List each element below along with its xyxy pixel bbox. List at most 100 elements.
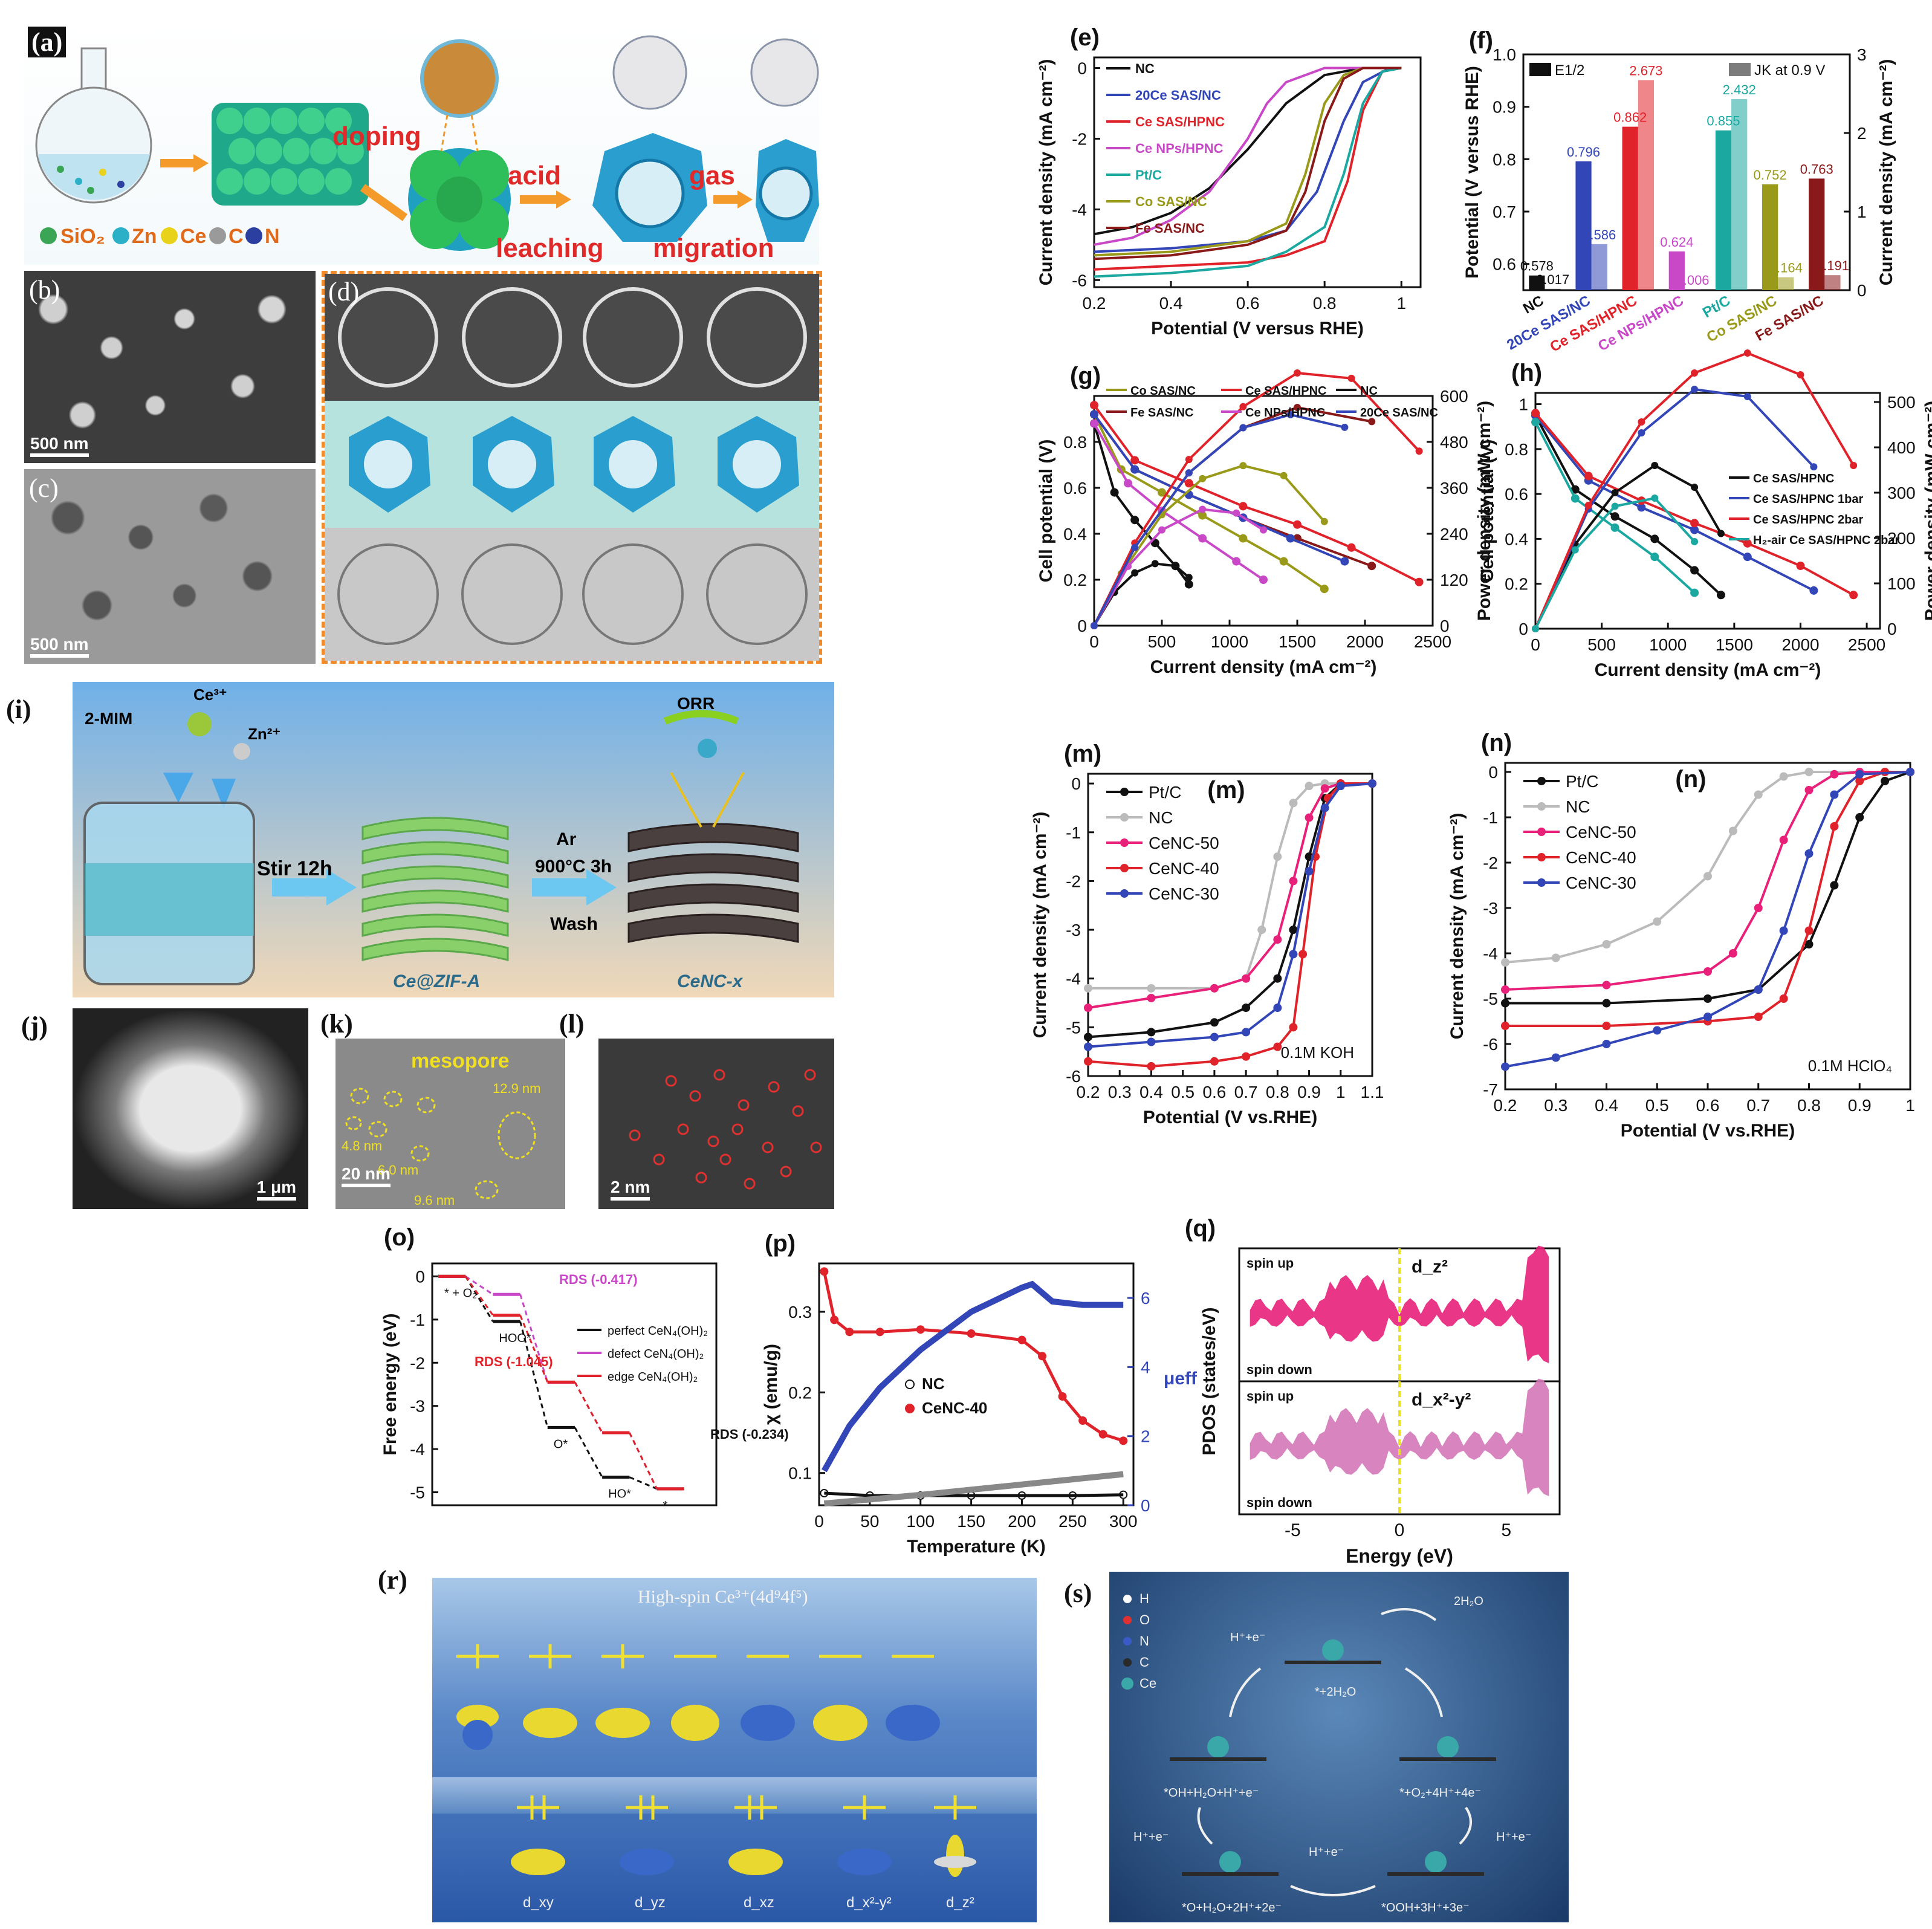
data-point xyxy=(1147,993,1156,1002)
svg-text:Stir 12h: Stir 12h xyxy=(257,857,332,880)
series-line xyxy=(1094,66,1402,253)
ce-zif-stack xyxy=(361,817,509,961)
data-point xyxy=(1779,926,1788,935)
step-label: HOO* xyxy=(499,1332,531,1345)
data-point xyxy=(1242,1028,1251,1037)
svg-text:migration: migration xyxy=(653,233,774,263)
legend-entry: CeNC-40 xyxy=(1149,859,1219,878)
svg-text:Wash: Wash xyxy=(550,914,598,934)
bar-jk xyxy=(1731,99,1748,290)
data-point xyxy=(1754,904,1763,912)
legend-swatch xyxy=(1729,63,1751,76)
panel-k-image: mesopore 12.9 nm 4.8 nm 6.0 nm 9.6 nm 20… xyxy=(336,1039,565,1209)
power-curve xyxy=(1093,464,1326,626)
x-tick-label: 0.9 xyxy=(1297,1083,1321,1101)
y2-tick-label: 2 xyxy=(1141,1427,1150,1446)
y-tick-label: 0.7 xyxy=(1493,203,1516,221)
energy-connector xyxy=(628,1432,658,1490)
svg-text:Zn²⁺: Zn²⁺ xyxy=(248,725,280,743)
panel-b-label: (b) xyxy=(29,275,60,305)
legend-entry: Co SAS/NC xyxy=(1135,194,1207,209)
panel-label: (q) xyxy=(1185,1215,1216,1242)
data-point xyxy=(1239,534,1248,543)
series-line xyxy=(1505,771,1911,1005)
y-tick-label: 0 xyxy=(1071,774,1081,793)
x-tick-label: 0.5 xyxy=(1171,1083,1195,1101)
data-point xyxy=(1830,770,1839,779)
x-axis-label: Current density (mA cm⁻²) xyxy=(1595,660,1821,680)
power-point xyxy=(1091,622,1098,629)
series-line xyxy=(1534,414,1815,592)
power-curve xyxy=(1534,351,1855,629)
series-line xyxy=(824,1491,1124,1497)
data-point xyxy=(1501,958,1509,967)
y-tick-label: 0.8 xyxy=(1493,150,1516,169)
x-tick-label: 5 xyxy=(1501,1520,1511,1540)
panel-label: (e) xyxy=(1070,24,1100,51)
data-point xyxy=(1754,790,1763,799)
plot-frame xyxy=(818,1262,1135,1506)
panel-i-label: (i) xyxy=(6,695,31,724)
data-point xyxy=(1158,507,1166,515)
power-point xyxy=(1286,411,1294,419)
panel-d: (d) xyxy=(322,271,822,664)
chart-f: 0.6 0.7 0.8 0.9 1.0 0 1 2 3 Potential (V versus R… xyxy=(1462,27,1896,355)
series-line xyxy=(1088,782,1372,1039)
data-point xyxy=(1257,926,1266,935)
power-point xyxy=(1691,484,1699,491)
plot-frame xyxy=(1504,762,1911,1091)
chart-p: 0 50 100 150 200 250 300 0.1 0.2 0.3 Temperature (… xyxy=(761,1230,1198,1557)
data-label: 0.855 xyxy=(1707,114,1740,129)
svg-text:CeNC-x: CeNC-x xyxy=(677,971,744,991)
y-tick-label: -4 xyxy=(1066,970,1081,988)
power-point xyxy=(1638,418,1645,426)
power-curve xyxy=(1093,562,1190,627)
data-point xyxy=(1804,786,1814,794)
x-tick-label: 1 xyxy=(1336,1083,1346,1101)
data-point xyxy=(1830,790,1839,799)
y-tick-label: 0 xyxy=(1519,620,1528,638)
svg-text:N: N xyxy=(265,225,280,248)
data-point xyxy=(1210,1033,1219,1042)
scale-bar-c: 500 nm xyxy=(30,635,89,658)
data-point xyxy=(1501,1062,1509,1071)
series-line xyxy=(1534,421,1696,594)
x-axis-label: Temperature (K) xyxy=(907,1537,1045,1557)
svg-text:H⁺+e⁻: H⁺+e⁻ xyxy=(1230,1631,1265,1644)
data-point xyxy=(1311,852,1320,861)
data-point xyxy=(1090,410,1098,419)
data-point xyxy=(1531,411,1540,420)
legend-entry: Ce NPs/HPNC xyxy=(1135,141,1224,156)
y2-tick-label: 360 xyxy=(1440,479,1468,498)
data-point xyxy=(1259,575,1268,584)
data-point xyxy=(1273,1003,1282,1013)
data-point xyxy=(1754,985,1763,994)
power-point xyxy=(1110,588,1118,596)
y-tick-label: 0.6 xyxy=(1493,255,1516,274)
mu-eff-curve xyxy=(823,1471,1124,1507)
energy-connector xyxy=(574,1381,603,1433)
x-tick-label: 2500 xyxy=(1848,635,1885,654)
data-point xyxy=(1084,1033,1092,1042)
y2-axis-label: Current density (mA cm⁻²) xyxy=(1876,59,1896,286)
step-doping: doping xyxy=(332,122,421,151)
series-line xyxy=(1093,413,1325,590)
data-point xyxy=(1804,849,1814,858)
data-point xyxy=(1743,539,1752,548)
data-point xyxy=(1855,768,1864,776)
legend-entry: Ce NPs/HPNC xyxy=(1245,406,1325,420)
data-point xyxy=(916,1325,925,1334)
data-point xyxy=(1273,852,1282,861)
data-point xyxy=(1650,553,1659,562)
x-tick-label: 0.6 xyxy=(1696,1096,1720,1115)
panel-label: (g) xyxy=(1070,363,1101,389)
y-tick-label: -2 xyxy=(1072,129,1087,148)
category-label: 20Ce SAS/NC xyxy=(1504,293,1593,354)
data-point xyxy=(1124,479,1132,488)
y-tick-label: 0.2 xyxy=(1063,571,1087,589)
power-point xyxy=(1532,625,1539,632)
data-point xyxy=(1210,1018,1219,1027)
legend-marker xyxy=(905,1379,915,1389)
y2-tick-label: 480 xyxy=(1440,433,1468,452)
legend-entry: perfect CeN₄(OH)₂ xyxy=(608,1324,708,1338)
